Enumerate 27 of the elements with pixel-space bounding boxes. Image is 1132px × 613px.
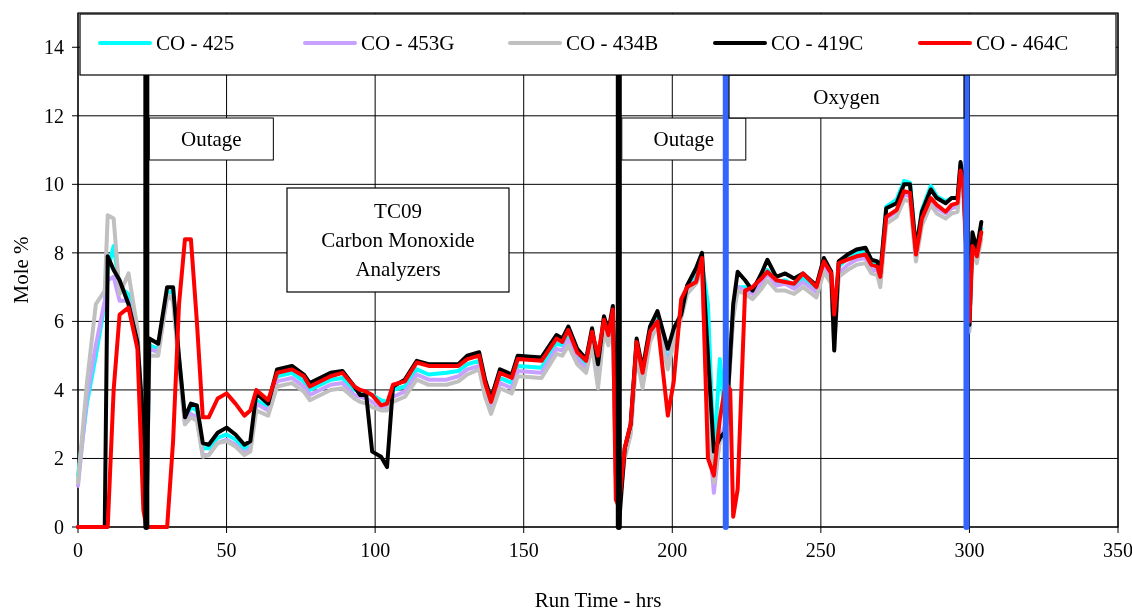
y-tick-label: 10	[44, 173, 64, 196]
ref-line-label: Outage	[653, 127, 715, 151]
y-tick-label: 2	[54, 447, 64, 470]
x-tick-label: 200	[657, 539, 688, 561]
legend-label: CO - 453G	[361, 31, 455, 55]
legend-label: CO - 434B	[566, 31, 659, 55]
x-tick-label: 250	[805, 539, 836, 561]
ref-line-label: Outage	[181, 127, 242, 151]
x-tick-label: 300	[954, 539, 985, 561]
y-tick-label: 4	[54, 378, 64, 401]
x-tick-label: 100	[360, 539, 391, 561]
y-tick-label: 12	[44, 104, 64, 127]
annotation: TC09 Carbon Monoxide Analyzers	[321, 199, 475, 281]
x-axis-title: Run Time - hrs	[534, 588, 662, 612]
annotation: Oxygen	[813, 84, 881, 109]
y-tick-label: 8	[54, 241, 64, 264]
legend-label: CO - 419C	[771, 31, 864, 55]
y-tick-label: 0	[54, 516, 64, 538]
x-tick-label: 350	[1103, 539, 1132, 561]
legend-label: CO - 464C	[976, 31, 1069, 55]
x-tick-label: 50	[216, 539, 237, 561]
y-tick-label: 6	[54, 310, 64, 333]
x-tick-label: 150	[508, 539, 539, 561]
x-tick-label: 0	[73, 539, 83, 561]
y-axis-title: Mole %	[9, 236, 33, 304]
legend-label: CO - 425	[156, 31, 235, 55]
y-tick-label: 14	[44, 36, 64, 59]
